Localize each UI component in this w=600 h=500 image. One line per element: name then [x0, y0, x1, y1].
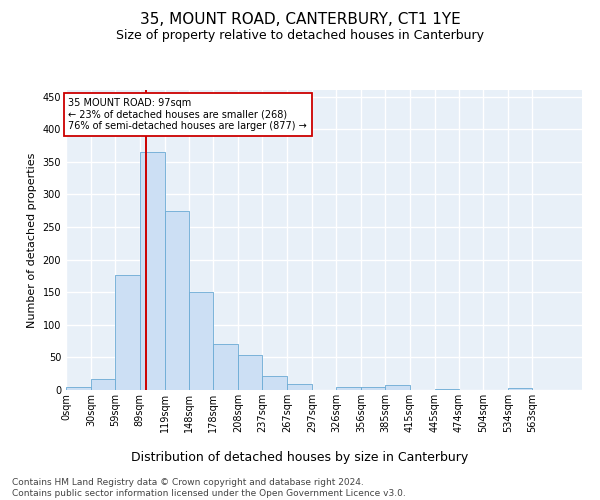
Text: Size of property relative to detached houses in Canterbury: Size of property relative to detached ho… [116, 29, 484, 42]
Bar [434, 388, 458, 390]
Bar [262, 376, 287, 390]
Bar [361, 386, 385, 390]
Y-axis label: Number of detached properties: Number of detached properties [27, 152, 37, 328]
Bar [140, 152, 164, 390]
Bar [66, 388, 91, 390]
Bar [508, 388, 532, 390]
Bar [164, 210, 188, 390]
Text: Distribution of detached houses by size in Canterbury: Distribution of detached houses by size … [131, 451, 469, 464]
Bar [385, 386, 410, 390]
Text: Contains HM Land Registry data © Crown copyright and database right 2024.
Contai: Contains HM Land Registry data © Crown c… [12, 478, 406, 498]
Bar [287, 384, 312, 390]
Bar [91, 379, 115, 390]
Bar [115, 274, 140, 390]
Bar [214, 344, 238, 390]
Text: 35, MOUNT ROAD, CANTERBURY, CT1 1YE: 35, MOUNT ROAD, CANTERBURY, CT1 1YE [140, 12, 460, 28]
Bar [188, 292, 214, 390]
Text: 35 MOUNT ROAD: 97sqm
← 23% of detached houses are smaller (268)
76% of semi-deta: 35 MOUNT ROAD: 97sqm ← 23% of detached h… [68, 98, 307, 131]
Bar [336, 386, 361, 390]
Bar [238, 356, 262, 390]
